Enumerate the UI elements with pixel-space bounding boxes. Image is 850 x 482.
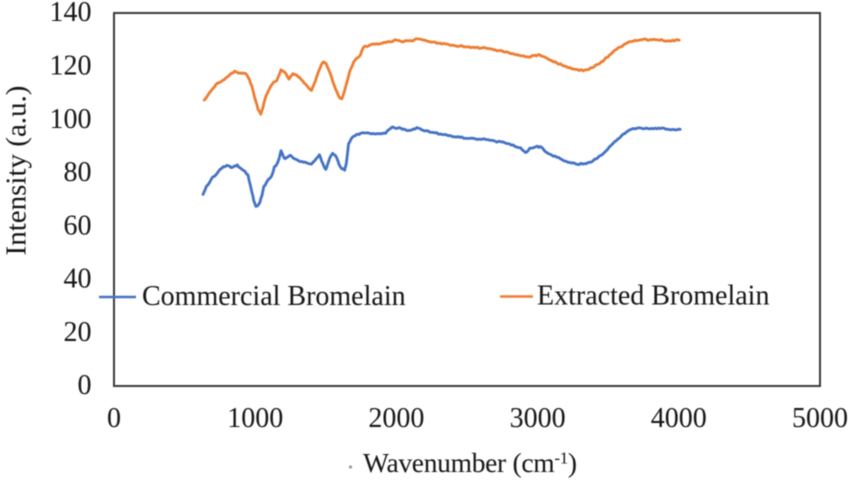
svg-text:60: 60 — [64, 210, 92, 241]
svg-text:0: 0 — [107, 403, 121, 434]
svg-text:3000: 3000 — [510, 403, 566, 434]
svg-text:140: 140 — [50, 0, 92, 28]
svg-text:80: 80 — [64, 157, 92, 188]
svg-text:Extracted Bromelain: Extracted Bromelain — [537, 281, 769, 312]
svg-text:1000: 1000 — [227, 403, 283, 434]
svg-text:Intensity (a.u.): Intensity (a.u.) — [1, 86, 33, 256]
svg-text:120: 120 — [50, 51, 92, 82]
svg-text:Commercial Bromelain: Commercial Bromelain — [142, 281, 406, 312]
svg-text:0: 0 — [78, 370, 92, 401]
svg-text:Wavenumber (cm-1): Wavenumber (cm-1) — [363, 447, 577, 478]
svg-text:4000: 4000 — [651, 403, 707, 434]
svg-text:5000: 5000 — [792, 403, 848, 434]
svg-text:20: 20 — [64, 317, 92, 348]
svg-text:2000: 2000 — [368, 403, 424, 434]
svg-text:100: 100 — [50, 104, 92, 135]
svg-text:40: 40 — [64, 264, 92, 295]
